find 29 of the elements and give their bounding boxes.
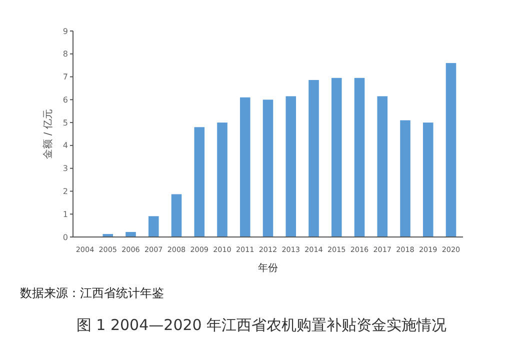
bar <box>126 232 136 237</box>
bar <box>240 97 250 237</box>
y-tick-label: 3 <box>62 164 68 174</box>
y-tick-label: 9 <box>62 26 68 36</box>
text: 图 1 2004—2020 年江西省农机购置补贴资金实施情况 <box>76 316 447 334</box>
bar <box>354 78 365 237</box>
bar <box>194 127 205 237</box>
bar <box>331 78 342 237</box>
bar <box>400 120 410 237</box>
y-axis-title: 金额 / 亿元 <box>42 109 54 159</box>
bar <box>377 96 388 237</box>
y-tick-label: 0 <box>62 232 68 242</box>
source-note: 数据来源：江西省统计年鉴 <box>20 286 164 300</box>
y-tick-label: 1 <box>62 210 68 219</box>
y-tick-label: 4 <box>62 141 68 150</box>
bar <box>262 100 274 237</box>
bar <box>171 194 182 237</box>
y-tick-label: 5 <box>62 118 68 128</box>
y-tick-label: 6 <box>62 95 68 104</box>
bar <box>148 216 159 237</box>
y-tick-label: 8 <box>62 50 68 59</box>
bar <box>422 122 434 237</box>
bar <box>446 63 456 237</box>
y-tick-label: 2 <box>62 187 68 196</box>
bar <box>217 122 228 237</box>
bar <box>286 96 296 237</box>
bar <box>308 80 319 237</box>
y-tick-label: 7 <box>62 72 68 82</box>
x-axis-title: 年份 <box>258 262 278 274</box>
